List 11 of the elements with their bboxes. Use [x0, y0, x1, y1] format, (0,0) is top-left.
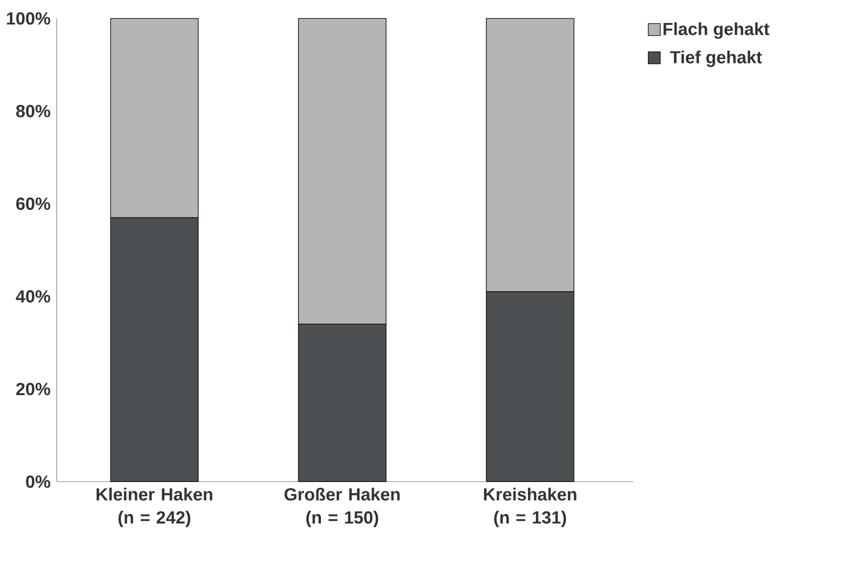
y-tick-label: 100%	[6, 12, 50, 24]
y-tick-label: 40%	[16, 290, 50, 302]
x-tick-label: Kreishaken (n = 131)	[484, 488, 576, 527]
x-tick-label: Großer Haken (n = 150)	[284, 488, 400, 527]
y-tick-label: 80%	[16, 104, 50, 118]
legend-label: Flach gehakt	[664, 22, 770, 39]
y-tick-label: 0%	[26, 475, 50, 488]
y-tick-label: 60%	[16, 197, 50, 210]
y-tick-label: 20%	[16, 382, 50, 396]
legend-label: Tief gehakt	[670, 50, 762, 67]
x-tick-label: Kleiner Haken (n = 242)	[96, 488, 212, 527]
